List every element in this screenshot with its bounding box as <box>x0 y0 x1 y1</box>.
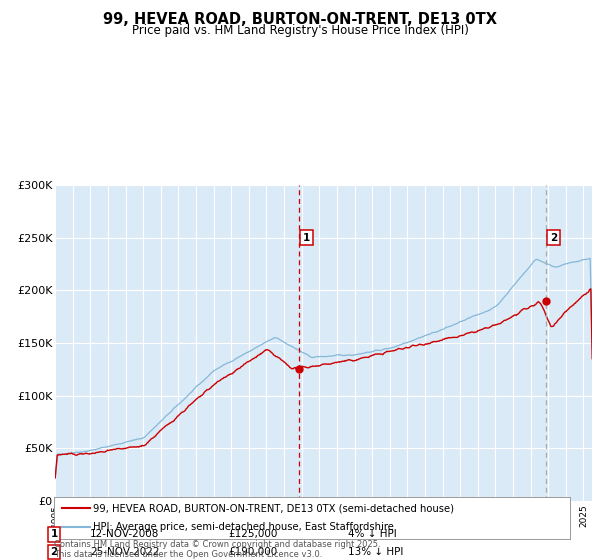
Text: 25-NOV-2022: 25-NOV-2022 <box>90 547 160 557</box>
Text: 2: 2 <box>50 547 58 557</box>
Text: 99, HEVEA ROAD, BURTON-ON-TRENT, DE13 0TX: 99, HEVEA ROAD, BURTON-ON-TRENT, DE13 0T… <box>103 12 497 27</box>
Text: 12-NOV-2008: 12-NOV-2008 <box>90 529 160 539</box>
Text: 99, HEVEA ROAD, BURTON-ON-TRENT, DE13 0TX (semi-detached house): 99, HEVEA ROAD, BURTON-ON-TRENT, DE13 0T… <box>92 503 454 513</box>
Text: HPI: Average price, semi-detached house, East Staffordshire: HPI: Average price, semi-detached house,… <box>92 522 394 533</box>
Text: Contains HM Land Registry data © Crown copyright and database right 2025.
This d: Contains HM Land Registry data © Crown c… <box>54 540 380 559</box>
Text: 13% ↓ HPI: 13% ↓ HPI <box>348 547 403 557</box>
Text: £190,000: £190,000 <box>228 547 277 557</box>
Text: 4% ↓ HPI: 4% ↓ HPI <box>348 529 397 539</box>
Text: £125,000: £125,000 <box>228 529 277 539</box>
Text: 1: 1 <box>50 529 58 539</box>
Text: 1: 1 <box>303 232 310 242</box>
Text: Price paid vs. HM Land Registry's House Price Index (HPI): Price paid vs. HM Land Registry's House … <box>131 24 469 36</box>
Text: 2: 2 <box>550 232 557 242</box>
